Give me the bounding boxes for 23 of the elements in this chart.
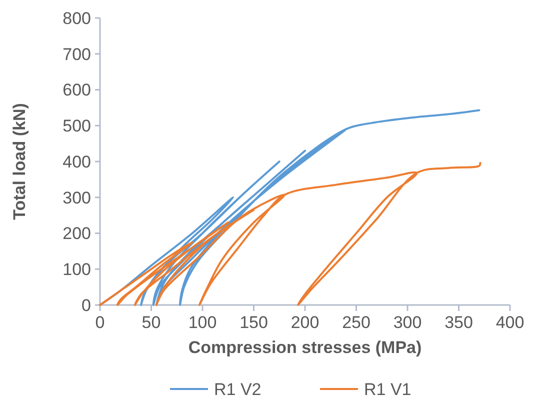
y-tick-label: 200 xyxy=(62,224,91,244)
legend-label: R1 V1 xyxy=(364,380,412,399)
x-tick-label: 200 xyxy=(290,313,320,332)
y-tick-label: 100 xyxy=(62,260,91,280)
x-tick-label: 250 xyxy=(342,313,370,332)
y-tick-label: 400 xyxy=(62,152,91,172)
x-tick-label: 50 xyxy=(142,313,161,332)
x-axis-title: Compression stresses (MPa) xyxy=(188,338,422,357)
y-tick-label: 500 xyxy=(62,116,91,136)
x-tick-label: 350 xyxy=(444,313,473,332)
x-tick-label: 400 xyxy=(496,313,524,332)
x-tick-label: 0 xyxy=(95,313,105,332)
y-tick-label: 700 xyxy=(62,44,91,64)
x-tick-label: 150 xyxy=(240,313,268,332)
y-axis-title: Total load (kN) xyxy=(10,103,29,220)
y-tick-label: 300 xyxy=(62,188,91,208)
y-tick-label: 800 xyxy=(62,8,91,28)
x-tick-label: 300 xyxy=(393,313,422,332)
line-series xyxy=(99,162,482,306)
y-tick-label: 600 xyxy=(62,80,91,100)
x-tick-label: 100 xyxy=(188,313,217,332)
y-tick-label: 0 xyxy=(82,296,91,315)
legend-label: R1 V2 xyxy=(214,380,262,399)
